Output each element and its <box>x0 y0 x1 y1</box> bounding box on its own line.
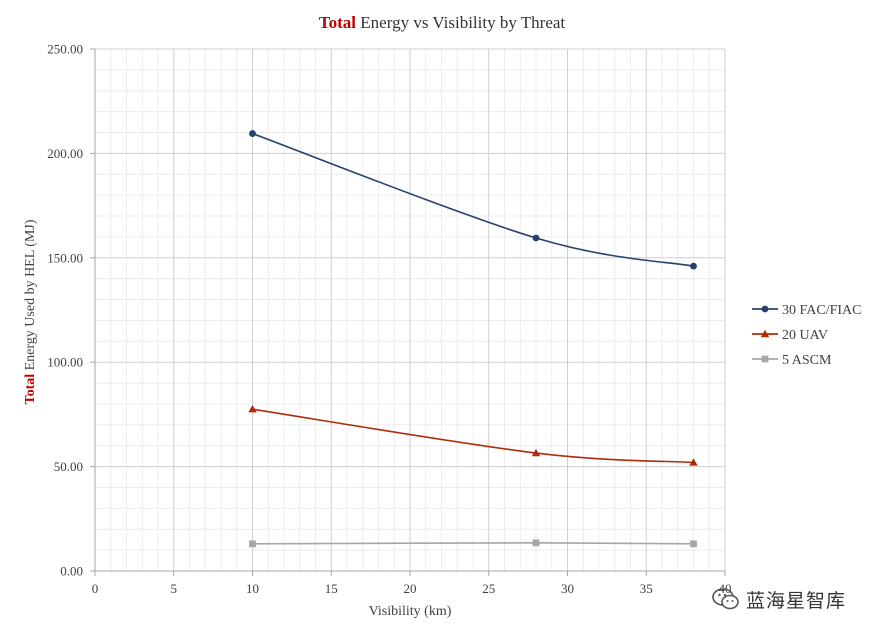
x-tick-label: 10 <box>246 581 259 596</box>
y-tick-label: 200.00 <box>47 146 83 161</box>
x-tick-label: 30 <box>561 581 574 596</box>
data-point <box>531 448 541 457</box>
x-tick-label: 20 <box>404 581 417 596</box>
y-tick-label: 100.00 <box>47 355 83 370</box>
series-2 <box>249 539 697 548</box>
series-1 <box>248 404 698 466</box>
data-point <box>532 234 540 242</box>
data-point <box>690 262 697 270</box>
y-tick-label: 50.00 <box>54 459 83 474</box>
x-axis-label: Visibility (km) <box>369 604 452 619</box>
series-line <box>252 408 694 464</box>
legend-swatch-marker <box>761 355 769 363</box>
x-tick-label: 35 <box>640 581 653 596</box>
chart-title-accent: Total <box>319 13 356 32</box>
legend: 30 FAC/FIAC 20 UAV 5 ASCM <box>752 303 861 368</box>
data-point <box>248 404 257 413</box>
y-tick-label: 0.00 <box>60 564 83 579</box>
data-point <box>249 540 256 548</box>
series-line <box>252 132 694 267</box>
legend-label: 30 FAC/FIAC <box>782 303 861 318</box>
data-point <box>690 540 697 548</box>
y-axis-label: Total Energy Used by HEL (MJ) <box>23 219 38 404</box>
series-0 <box>249 130 697 270</box>
wechat-icon <box>712 588 739 610</box>
watermark-text: 蓝海星智库 <box>746 590 847 612</box>
series-group <box>248 130 698 548</box>
legend-swatch-marker <box>761 305 769 313</box>
x-tick-label: 5 <box>171 581 178 596</box>
y-axis-label-rest: Energy Used by HEL (MJ) <box>23 219 38 374</box>
chart-title-rest: Energy vs Visibility by Threat <box>356 13 565 32</box>
data-point <box>249 130 256 137</box>
data-point <box>532 539 540 547</box>
chart-title: Total Energy vs Visibility by Threat <box>319 13 566 32</box>
x-tick-label: 15 <box>325 581 338 596</box>
y-tick-label: 250.00 <box>47 42 83 57</box>
data-point <box>689 458 698 466</box>
legend-swatch-marker <box>760 329 770 338</box>
y-axis-label-accent: Total <box>23 374 38 405</box>
x-tick-label: 25 <box>482 581 495 596</box>
legend-label: 5 ASCM <box>782 353 832 368</box>
grid <box>95 48 726 571</box>
x-tick-label: 0 <box>92 581 99 596</box>
y-tick-label: 150.00 <box>47 250 83 265</box>
series-line <box>252 542 694 545</box>
y-tick-labels: 0.00 50.00 100.00 150.00 200.00 250.00 <box>47 42 95 579</box>
legend-label: 20 UAV <box>782 328 828 343</box>
x-tick-labels: 0 5 10 15 20 25 30 35 40 <box>92 571 732 596</box>
